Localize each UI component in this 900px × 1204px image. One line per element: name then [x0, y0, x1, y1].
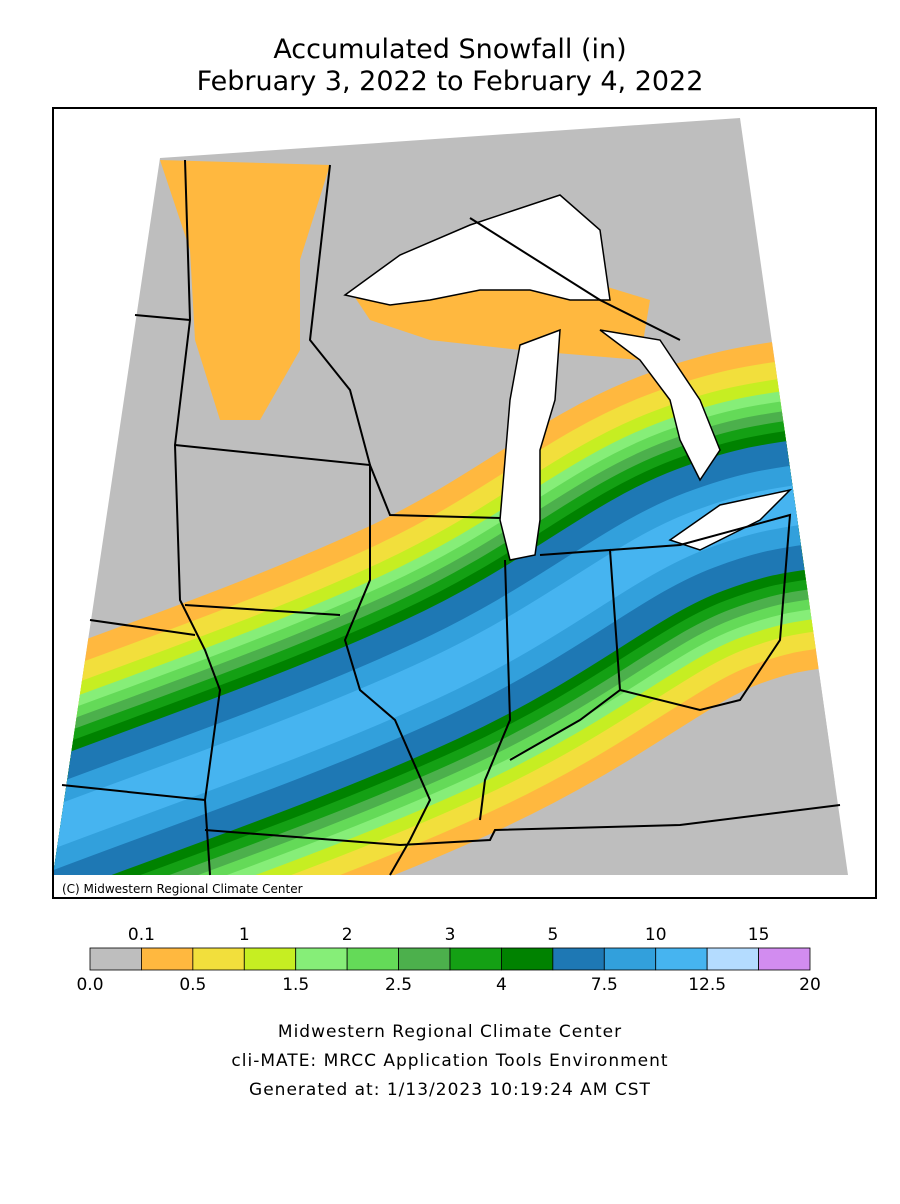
copyright: (C) Midwestern Regional Climate Center: [62, 882, 303, 896]
legend-label: 10: [645, 925, 667, 945]
footer-line: cli-MATE: MRCC Application Tools Environ…: [231, 1051, 668, 1071]
state-lines: [61, 159, 841, 876]
no-snow-area: [700, 660, 848, 790]
map-frame: [52, 107, 877, 899]
legend-label: 2: [342, 925, 353, 945]
legend-label: 12.5: [688, 975, 726, 995]
legend-swatch: [141, 947, 194, 971]
legend-swatch: [758, 947, 811, 971]
legend-swatch: [655, 947, 708, 971]
legend: 0.0 0.1 0.5 1 1.5 2 2.5 3 4 5 7.5 10 12.5 15 20: [76, 925, 820, 995]
footer: Midwestern Regional Climate Center cli-MA…: [231, 1022, 668, 1100]
legend-label: 15: [748, 925, 770, 945]
copyright-box: [55, 878, 337, 897]
legend-label: 0.0: [76, 975, 103, 995]
legend-label: 4: [496, 975, 507, 995]
lake-erie: [668, 488, 793, 551]
legend-swatch: [552, 947, 605, 971]
legend-label: 1: [239, 925, 250, 945]
legend-swatch: [501, 947, 554, 971]
legend-label: 0.1: [128, 925, 155, 945]
title: Accumulated Snowfall (in): [273, 34, 626, 65]
legend-label: 0.5: [179, 975, 206, 995]
legend-label: 7.5: [591, 975, 618, 995]
legend-label: 20: [799, 975, 821, 995]
legend-swatch: [89, 947, 142, 971]
lake-superior: [343, 194, 611, 306]
legend-swatch: [449, 947, 502, 971]
legend-label: 2.5: [385, 975, 412, 995]
legend-swatch: [243, 947, 297, 971]
footer-line: Midwestern Regional Climate Center: [278, 1022, 622, 1042]
lake-huron: [599, 329, 721, 482]
legend-label: 5: [547, 925, 558, 945]
snow-area: [160, 160, 330, 420]
legend-label: 3: [445, 925, 456, 945]
legend-swatch: [192, 947, 245, 971]
legend-swatch: [346, 947, 399, 971]
subtitle: February 3, 2022 to February 4, 2022: [197, 66, 704, 97]
legend-swatch: [706, 947, 759, 971]
legend-swatch: [295, 947, 348, 971]
legend-swatch: [398, 947, 451, 971]
legend-swatch: [603, 947, 657, 971]
footer-line: Generated at: 1/13/2023 10:19:24 AM CST: [249, 1080, 651, 1100]
lake-michigan: [499, 328, 561, 561]
legend-label: 1.5: [282, 975, 309, 995]
